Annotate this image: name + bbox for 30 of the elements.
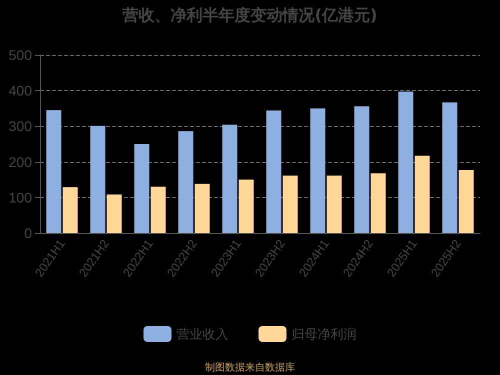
y-tick-label: 400 xyxy=(8,82,32,99)
bar xyxy=(266,110,282,233)
bar xyxy=(134,144,150,233)
bar xyxy=(238,180,254,233)
legend-label: 营业收入 xyxy=(176,326,228,342)
bar xyxy=(326,176,342,233)
y-tick-label: 200 xyxy=(8,154,32,170)
y-tick-label: 500 xyxy=(8,47,32,63)
bar xyxy=(194,184,210,233)
bar xyxy=(414,156,430,233)
bar xyxy=(222,124,238,233)
bar xyxy=(90,126,106,233)
text: 制图数据来自数据库 xyxy=(205,362,295,374)
chart-title: 营收、净利半年度变动情况(亿港元) xyxy=(122,6,378,24)
bar xyxy=(46,110,62,233)
bar xyxy=(282,176,298,233)
legend-label: 归母净利润 xyxy=(292,326,356,342)
y-tick-label: 300 xyxy=(8,118,32,134)
bar xyxy=(150,186,166,233)
bar xyxy=(398,92,414,233)
bar xyxy=(62,187,78,233)
bar xyxy=(458,170,474,233)
bar xyxy=(106,194,122,233)
bar xyxy=(354,106,370,233)
y-tick-label: 100 xyxy=(8,189,32,206)
bar xyxy=(178,131,194,233)
bar xyxy=(442,102,458,233)
y-tick-label: 0 xyxy=(24,225,32,241)
bar xyxy=(310,108,326,233)
bar xyxy=(370,173,386,233)
